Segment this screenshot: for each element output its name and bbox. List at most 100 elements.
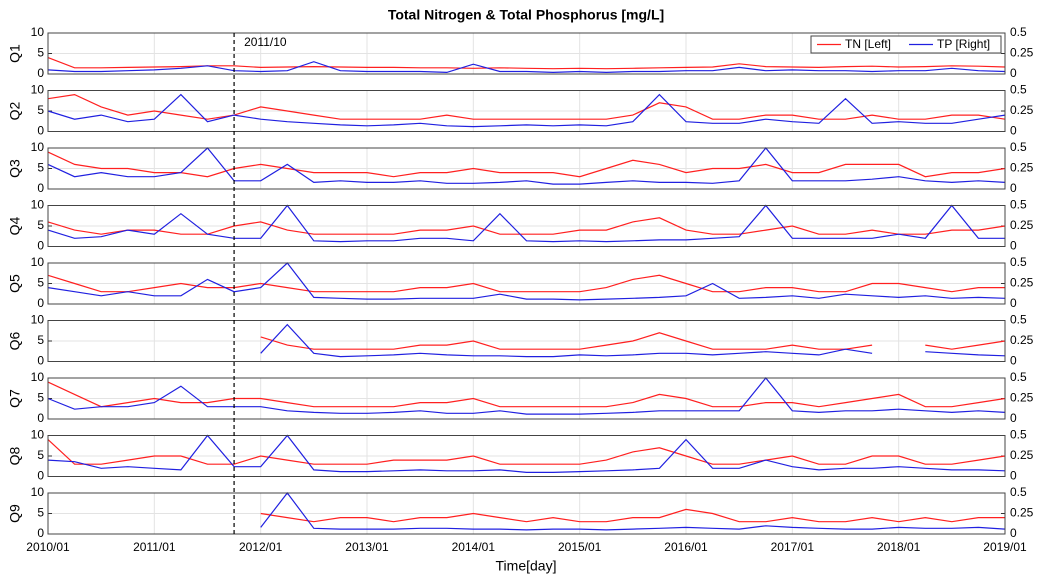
x-tick-label: 2014/01 xyxy=(452,540,496,554)
panel-frame xyxy=(47,32,1006,75)
y2-tick-label: 0.25 xyxy=(1010,448,1034,462)
y2-tick-label: 0 xyxy=(1010,411,1017,425)
data-line xyxy=(47,274,1005,293)
y2-tick-label: 0.5 xyxy=(1010,370,1027,384)
panel-label: Q6 xyxy=(7,331,23,350)
data-line xyxy=(47,434,1006,473)
y2-tick-label: 0.25 xyxy=(1010,333,1034,347)
panel-frame xyxy=(47,262,1006,305)
y-tick-label: 10 xyxy=(31,83,45,97)
x-tick-label: 2013/01 xyxy=(345,540,389,554)
panel-label: Q9 xyxy=(7,504,23,523)
panel-label: Q8 xyxy=(7,446,23,465)
x-tick-label: 2018/01 xyxy=(877,540,921,554)
x-axis-label: Time[day] xyxy=(496,558,557,574)
panel-label: Q1 xyxy=(7,44,23,63)
x-tick-label: 2019/01 xyxy=(983,540,1027,554)
y-tick-label: 5 xyxy=(37,103,44,117)
x-tick-label: 2012/01 xyxy=(239,540,283,554)
x-tick-label: 2011/01 xyxy=(133,540,176,554)
panel-frame xyxy=(47,492,1006,535)
legend-label: TP [Right] xyxy=(937,37,990,51)
y2-tick-label: 0.25 xyxy=(1010,506,1034,520)
data-line xyxy=(47,93,1006,128)
panel-frame xyxy=(47,320,1006,362)
panel-label: Q7 xyxy=(7,389,23,408)
y-tick-label: 10 xyxy=(31,140,45,154)
y-tick-label: 10 xyxy=(31,255,45,269)
y2-tick-label: 0.5 xyxy=(1010,198,1027,212)
panel-label: Q2 xyxy=(7,101,23,120)
panel-frame xyxy=(47,205,1006,247)
y2-tick-label: 0.5 xyxy=(1010,485,1027,499)
y2-tick-label: 0.25 xyxy=(1010,276,1034,290)
data-line xyxy=(47,151,1006,178)
x-tick-label: 2016/01 xyxy=(664,540,708,554)
legend-box xyxy=(810,35,1002,54)
y2-tick-label: 0.5 xyxy=(1010,25,1027,39)
y-tick-label: 5 xyxy=(37,161,44,175)
y2-tick-label: 0.5 xyxy=(1010,83,1027,97)
y-tick-label: 0 xyxy=(37,296,44,310)
y2-tick-label: 0 xyxy=(1010,526,1017,540)
data-line xyxy=(47,439,1006,465)
data-line xyxy=(47,381,1006,408)
y-tick-label: 10 xyxy=(31,428,45,442)
data-line xyxy=(47,147,1006,185)
data-line xyxy=(47,204,1005,243)
data-line xyxy=(47,377,1006,415)
data-line xyxy=(47,262,1006,301)
panel-label: Q3 xyxy=(7,159,23,178)
panel-label: Q5 xyxy=(7,274,23,293)
panel-frame xyxy=(47,377,1006,420)
y-tick-label: 10 xyxy=(31,198,45,212)
panel-frame xyxy=(47,147,1006,190)
y-tick-label: 0 xyxy=(37,354,44,368)
y-tick-label: 0 xyxy=(37,469,44,483)
y2-tick-label: 0 xyxy=(1010,469,1017,483)
y-tick-label: 5 xyxy=(37,391,44,405)
x-tick-label: 2010/01 xyxy=(26,540,70,554)
y2-tick-label: 0.5 xyxy=(1010,255,1027,269)
y-tick-label: 0 xyxy=(37,411,44,425)
panel-label: Q4 xyxy=(7,216,23,235)
y-tick-label: 0 xyxy=(37,66,44,80)
annotation-label: 2011/10 xyxy=(244,35,287,49)
y-tick-label: 0 xyxy=(37,124,44,138)
y2-tick-label: 0.25 xyxy=(1010,391,1034,405)
data-line xyxy=(260,332,1006,350)
y-tick-label: 10 xyxy=(31,370,45,384)
y-tick-label: 10 xyxy=(31,313,45,327)
y2-tick-label: 0 xyxy=(1010,66,1017,80)
y-tick-label: 5 xyxy=(37,46,44,60)
data-line xyxy=(260,323,1006,358)
y-tick-label: 0 xyxy=(37,181,44,195)
y2-tick-label: 0.25 xyxy=(1010,161,1034,175)
x-tick-label: 2015/01 xyxy=(558,540,602,554)
y2-tick-label: 0 xyxy=(1010,181,1017,195)
y-tick-label: 0 xyxy=(37,526,44,540)
y-tick-label: 10 xyxy=(31,25,45,39)
y2-tick-label: 0.5 xyxy=(1010,313,1027,327)
y2-tick-label: 0.25 xyxy=(1010,218,1034,232)
y2-tick-label: 0 xyxy=(1010,354,1017,368)
data-line xyxy=(47,61,1006,74)
data-line xyxy=(260,508,1005,523)
y-tick-label: 0 xyxy=(37,239,44,253)
y2-tick-label: 0 xyxy=(1010,239,1017,253)
legend-label: TN [Left] xyxy=(845,37,891,51)
y-tick-label: 5 xyxy=(37,506,44,520)
y2-tick-label: 0 xyxy=(1010,296,1017,310)
y2-tick-label: 0 xyxy=(1010,124,1017,138)
panel-frame xyxy=(47,90,1006,132)
y-tick-label: 5 xyxy=(37,448,44,462)
x-tick-label: 2017/01 xyxy=(771,540,815,554)
chart-title: Total Nitrogen & Total Phosphorus [mg/L] xyxy=(388,7,664,23)
panel-frame xyxy=(47,435,1006,477)
y2-tick-label: 0.5 xyxy=(1010,428,1027,442)
y2-tick-label: 0.25 xyxy=(1010,103,1034,117)
y2-tick-label: 0.5 xyxy=(1010,140,1027,154)
y2-tick-label: 0.25 xyxy=(1010,46,1034,60)
y-tick-label: 5 xyxy=(37,276,44,290)
